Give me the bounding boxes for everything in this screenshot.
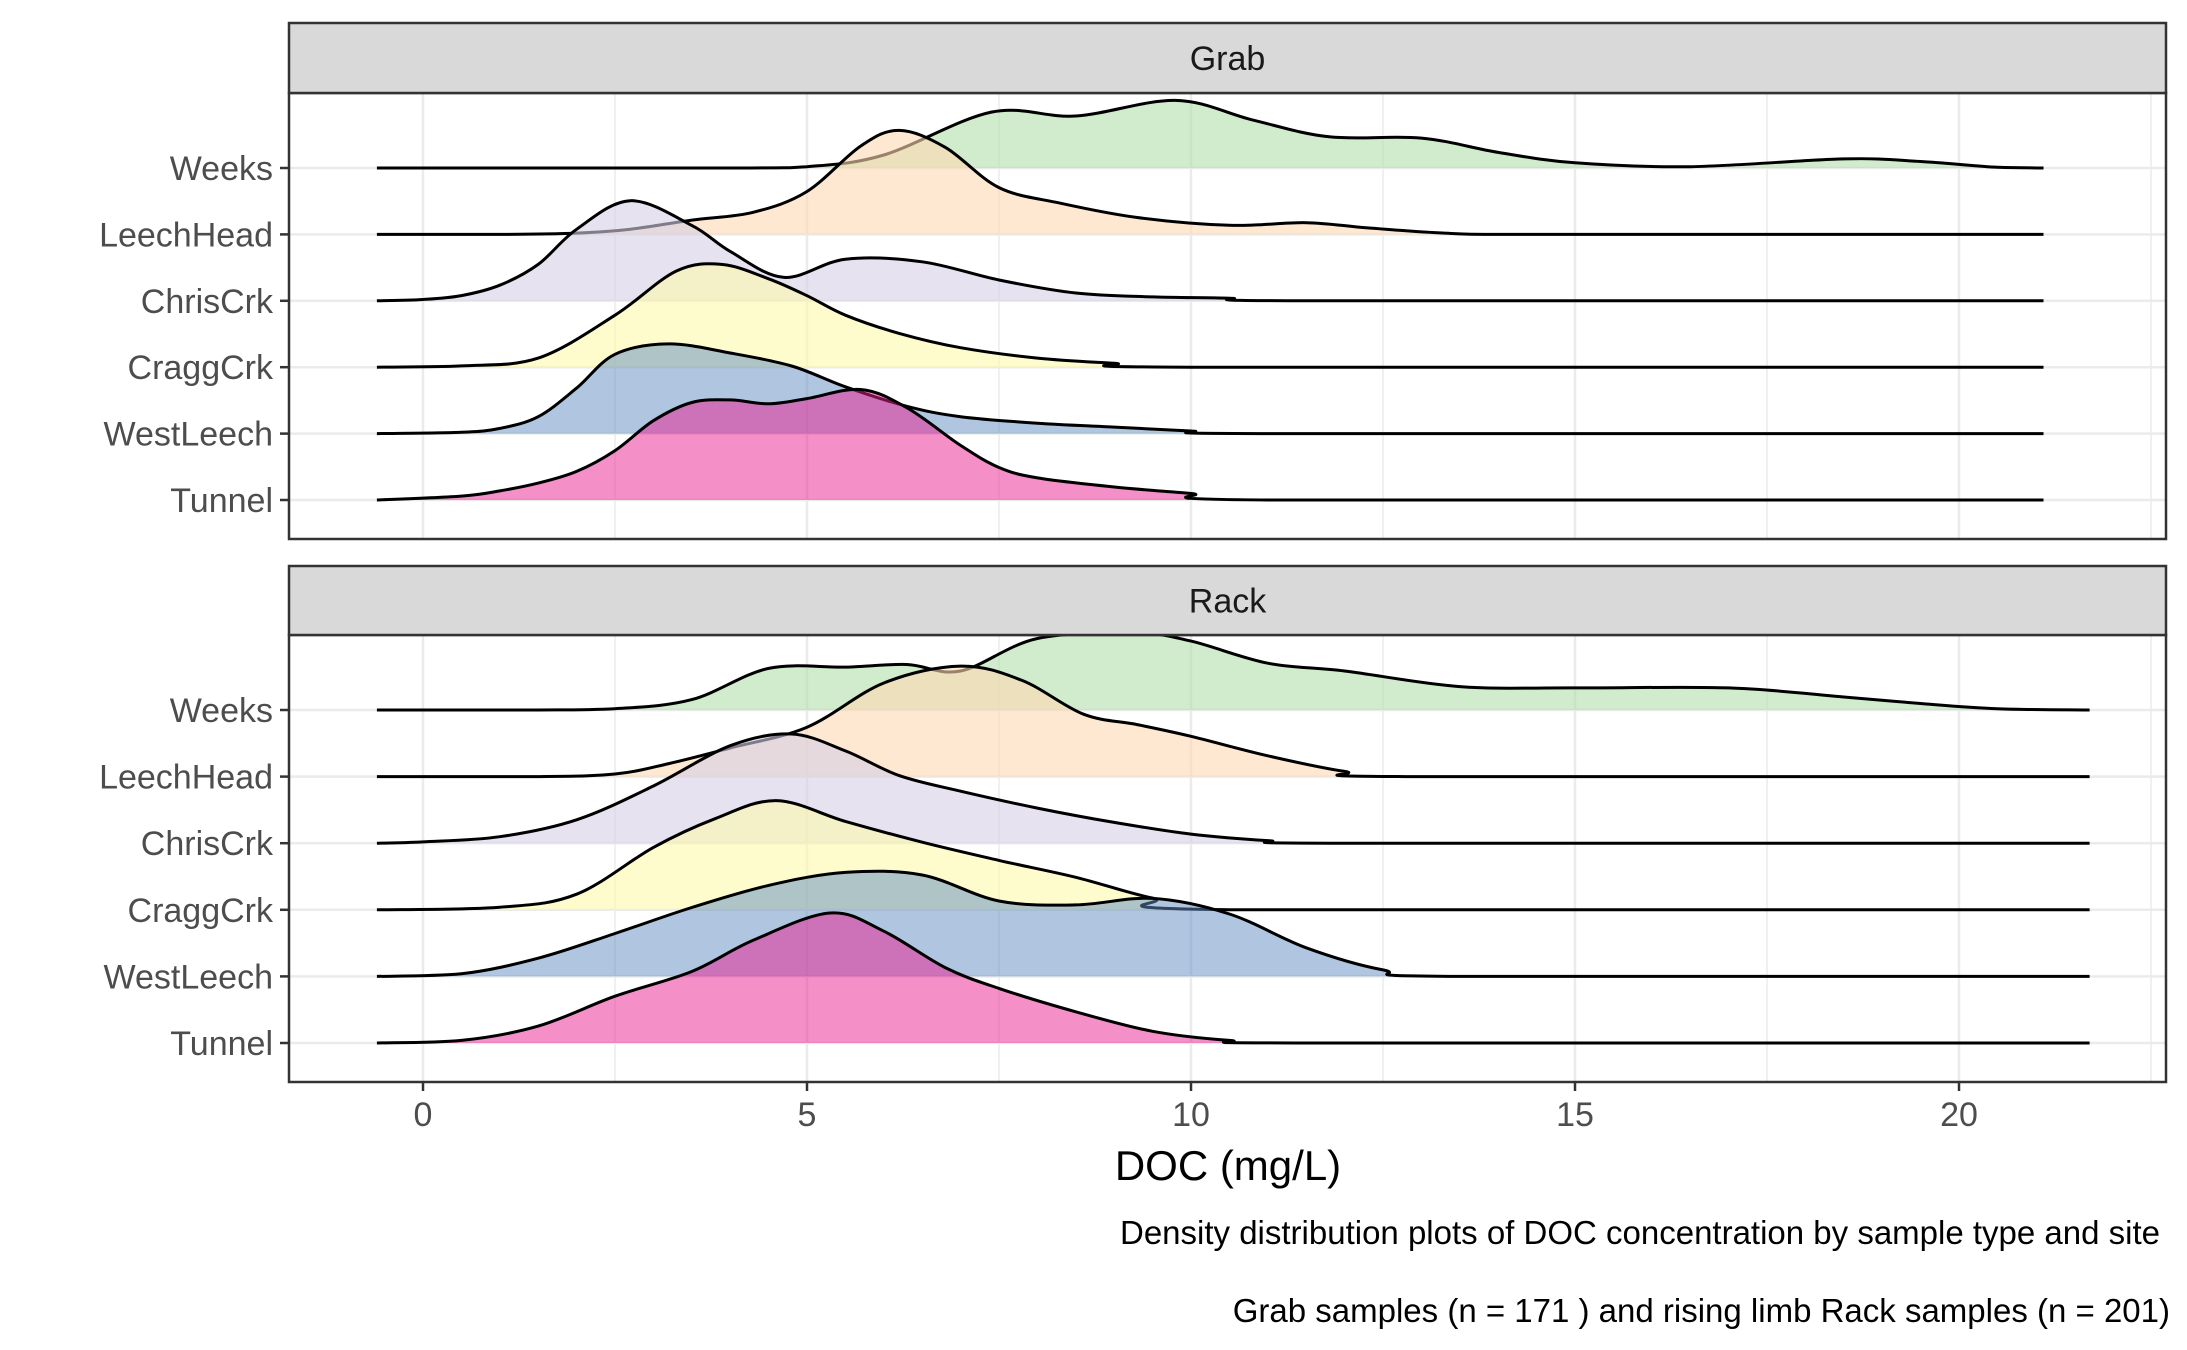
y-tick-label: CraggCrk <box>128 892 274 930</box>
y-tick-label: ChrisCrk <box>141 283 274 321</box>
ridge-fill <box>376 100 2044 168</box>
facet-strip <box>287 21 2168 95</box>
ridge-line <box>376 98 2044 170</box>
ridge-line <box>376 262 2044 369</box>
caption-line-1: Density distribution plots of DOC concen… <box>1120 1214 2160 1251</box>
ridge-fill <box>376 130 2044 235</box>
y-tick-label: CraggCrk <box>128 349 274 387</box>
y-tick-label: ChrisCrk <box>141 825 274 863</box>
facet-panel-rack: Rack Tunnel WestLeech CraggCrk ChrisCrk Leech… <box>99 564 2168 1084</box>
ridge-fill <box>376 633 2090 710</box>
facet-panel-grab: Grab Tunnel WestLeech CraggCrk ChrisCrk Leech… <box>99 21 2168 541</box>
x-tick-label: 20 <box>1940 1096 1978 1134</box>
ridge-line <box>376 799 2090 912</box>
ridge-line <box>376 199 2044 303</box>
y-tick-label: Weeks <box>170 150 273 188</box>
x-axis-title: DOC (mg/L) <box>1115 1142 1341 1189</box>
ridge-tunnel-rack <box>376 911 2090 1045</box>
x-tick-label: 0 <box>414 1096 433 1134</box>
ridge-line <box>376 869 2090 978</box>
ridge-fill <box>376 389 2044 500</box>
x-tick-label: 5 <box>798 1096 817 1134</box>
y-tick-label: Weeks <box>170 692 273 730</box>
ridge-line <box>376 387 2044 502</box>
y-tick-label: LeechHead <box>99 216 273 254</box>
facet-strip <box>287 564 2168 637</box>
x-tick-label: 10 <box>1172 1096 1210 1134</box>
ridge-weeks-rack <box>376 631 2090 712</box>
ridge-tunnel-grab <box>376 387 2044 502</box>
facet-strip-label: Grab <box>1190 40 1266 78</box>
ridge-line <box>376 631 2090 712</box>
y-tick-label: WestLeech <box>104 958 273 996</box>
ridge-chriscrk-grab <box>376 199 2044 303</box>
ridge-weeks-grab <box>376 98 2044 170</box>
ridge-line <box>376 732 2090 845</box>
x-tick-label: 15 <box>1556 1096 1594 1134</box>
facet-strip-label: Rack <box>1189 583 1267 621</box>
ridge-craggcrk-grab <box>376 262 2044 369</box>
caption-line-2: Grab samples (n = 171 ) and rising limb … <box>1233 1292 2170 1329</box>
ridge-line <box>376 911 2090 1045</box>
y-tick-label: Tunnel <box>170 1025 273 1063</box>
y-tick-label: Tunnel <box>170 482 273 520</box>
ridge-fill <box>376 200 2044 301</box>
ridge-fill <box>376 912 2090 1043</box>
ridge-line <box>376 664 2090 779</box>
x-axis: 0 5 10 15 20 <box>414 1082 1978 1134</box>
y-tick-label: LeechHead <box>99 759 273 797</box>
y-tick-label: WestLeech <box>104 416 273 454</box>
